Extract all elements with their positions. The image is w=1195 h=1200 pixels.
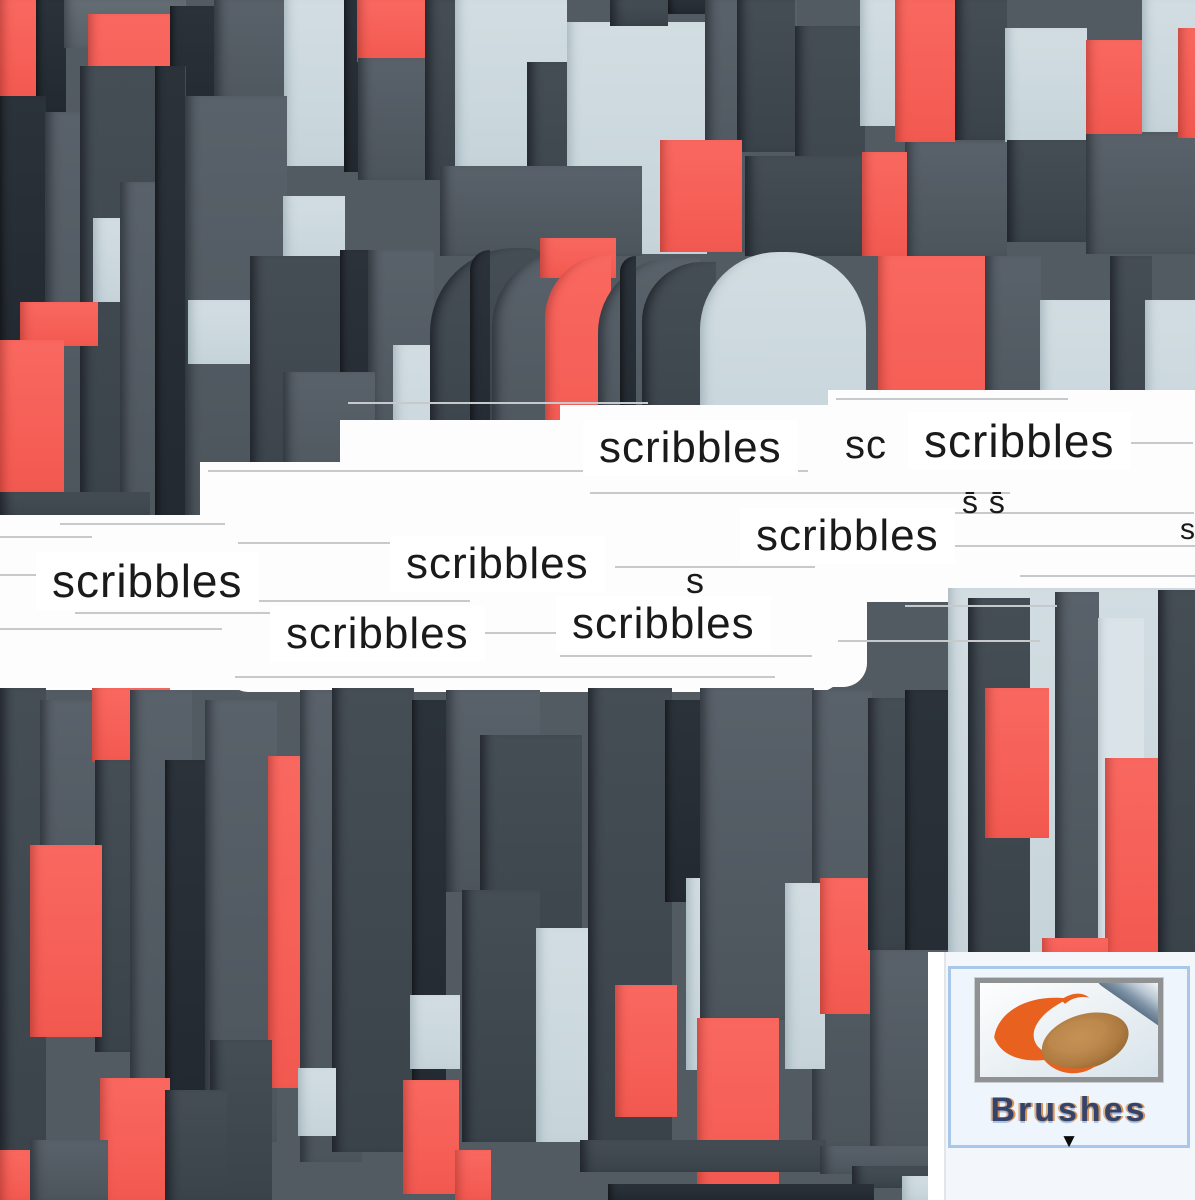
scribbles-label: scribbles [36, 552, 259, 611]
brushes-panel: Brushes ▼ [928, 952, 1195, 1200]
art-block [536, 928, 590, 1142]
art-block [332, 688, 414, 1152]
art-block [410, 995, 460, 1069]
art-line [75, 612, 317, 614]
art-block [1005, 28, 1087, 146]
art-block [358, 58, 425, 180]
art-line [756, 512, 1194, 514]
art-block [462, 890, 540, 1142]
scribbles-label: scribbles [740, 508, 955, 565]
art-line [208, 470, 808, 472]
art-block [985, 688, 1049, 838]
art-block [955, 0, 1007, 140]
art-block [905, 142, 1007, 256]
art-line [1020, 575, 1195, 577]
art-block [455, 1150, 491, 1200]
art-line [238, 600, 470, 602]
art-line [560, 655, 812, 657]
art-block [188, 300, 254, 364]
scribbles-label: sc [845, 423, 887, 467]
art-block [425, 0, 457, 180]
art-line [0, 536, 92, 538]
art-block [298, 1068, 336, 1136]
art-block [615, 985, 677, 1117]
scribbles-label: scribbles [270, 606, 485, 663]
art-block [697, 1018, 779, 1200]
scribbles-label: scribbles [908, 412, 1131, 471]
brushes-button[interactable]: Brushes ▼ [948, 966, 1190, 1152]
art-line [0, 574, 56, 576]
scribbles-label: s̄ s̄ [962, 484, 1006, 520]
scribbles-label: scribbles [556, 596, 771, 653]
dropdown-arrow-icon: ▼ [1059, 1131, 1079, 1152]
art-line [348, 402, 648, 404]
art-block [20, 302, 98, 346]
art-block [165, 760, 211, 1092]
scribbles-label: scribbles [583, 420, 798, 477]
art-block [36, 0, 66, 112]
art-block [785, 883, 825, 1069]
art-line [470, 632, 566, 634]
art-block [1055, 592, 1099, 962]
paintbrush-icon [975, 978, 1163, 1082]
art-block [30, 1140, 108, 1200]
art-block [1105, 758, 1163, 958]
art-block [30, 845, 102, 1037]
art-block [737, 0, 795, 152]
art-block [403, 1080, 459, 1194]
art-line [905, 605, 1057, 607]
art-block [0, 0, 36, 100]
art-block [1086, 40, 1142, 134]
art-block [155, 66, 185, 528]
art-line [590, 492, 1010, 494]
art-line [836, 398, 1068, 400]
art-line [838, 640, 1040, 642]
brushes-button-label: Brushes [990, 1091, 1148, 1129]
scribbles-label: s [1180, 513, 1195, 546]
art-block [284, 0, 346, 166]
art-block [412, 700, 446, 1152]
art-block [1178, 28, 1195, 138]
art-line [615, 566, 815, 568]
art-block [895, 0, 955, 142]
art-block [165, 1090, 227, 1200]
art-block [660, 140, 742, 252]
art-line [950, 545, 1195, 547]
art-block [0, 1150, 34, 1200]
art-block [1158, 590, 1195, 962]
art-line [235, 676, 775, 678]
art-line [60, 523, 225, 525]
art-block [357, 0, 425, 62]
scribbles-label: s [686, 560, 705, 601]
art-block [608, 1184, 874, 1200]
art-block [862, 152, 907, 256]
art-block [610, 0, 668, 26]
panel-edge [928, 952, 946, 1200]
art-block [745, 156, 867, 256]
art-block [100, 1078, 170, 1200]
art-block [580, 1140, 826, 1172]
art-block [1086, 134, 1195, 254]
art-block [0, 340, 64, 492]
scribbles-label: scribbles [390, 536, 605, 593]
art-line [0, 628, 222, 630]
